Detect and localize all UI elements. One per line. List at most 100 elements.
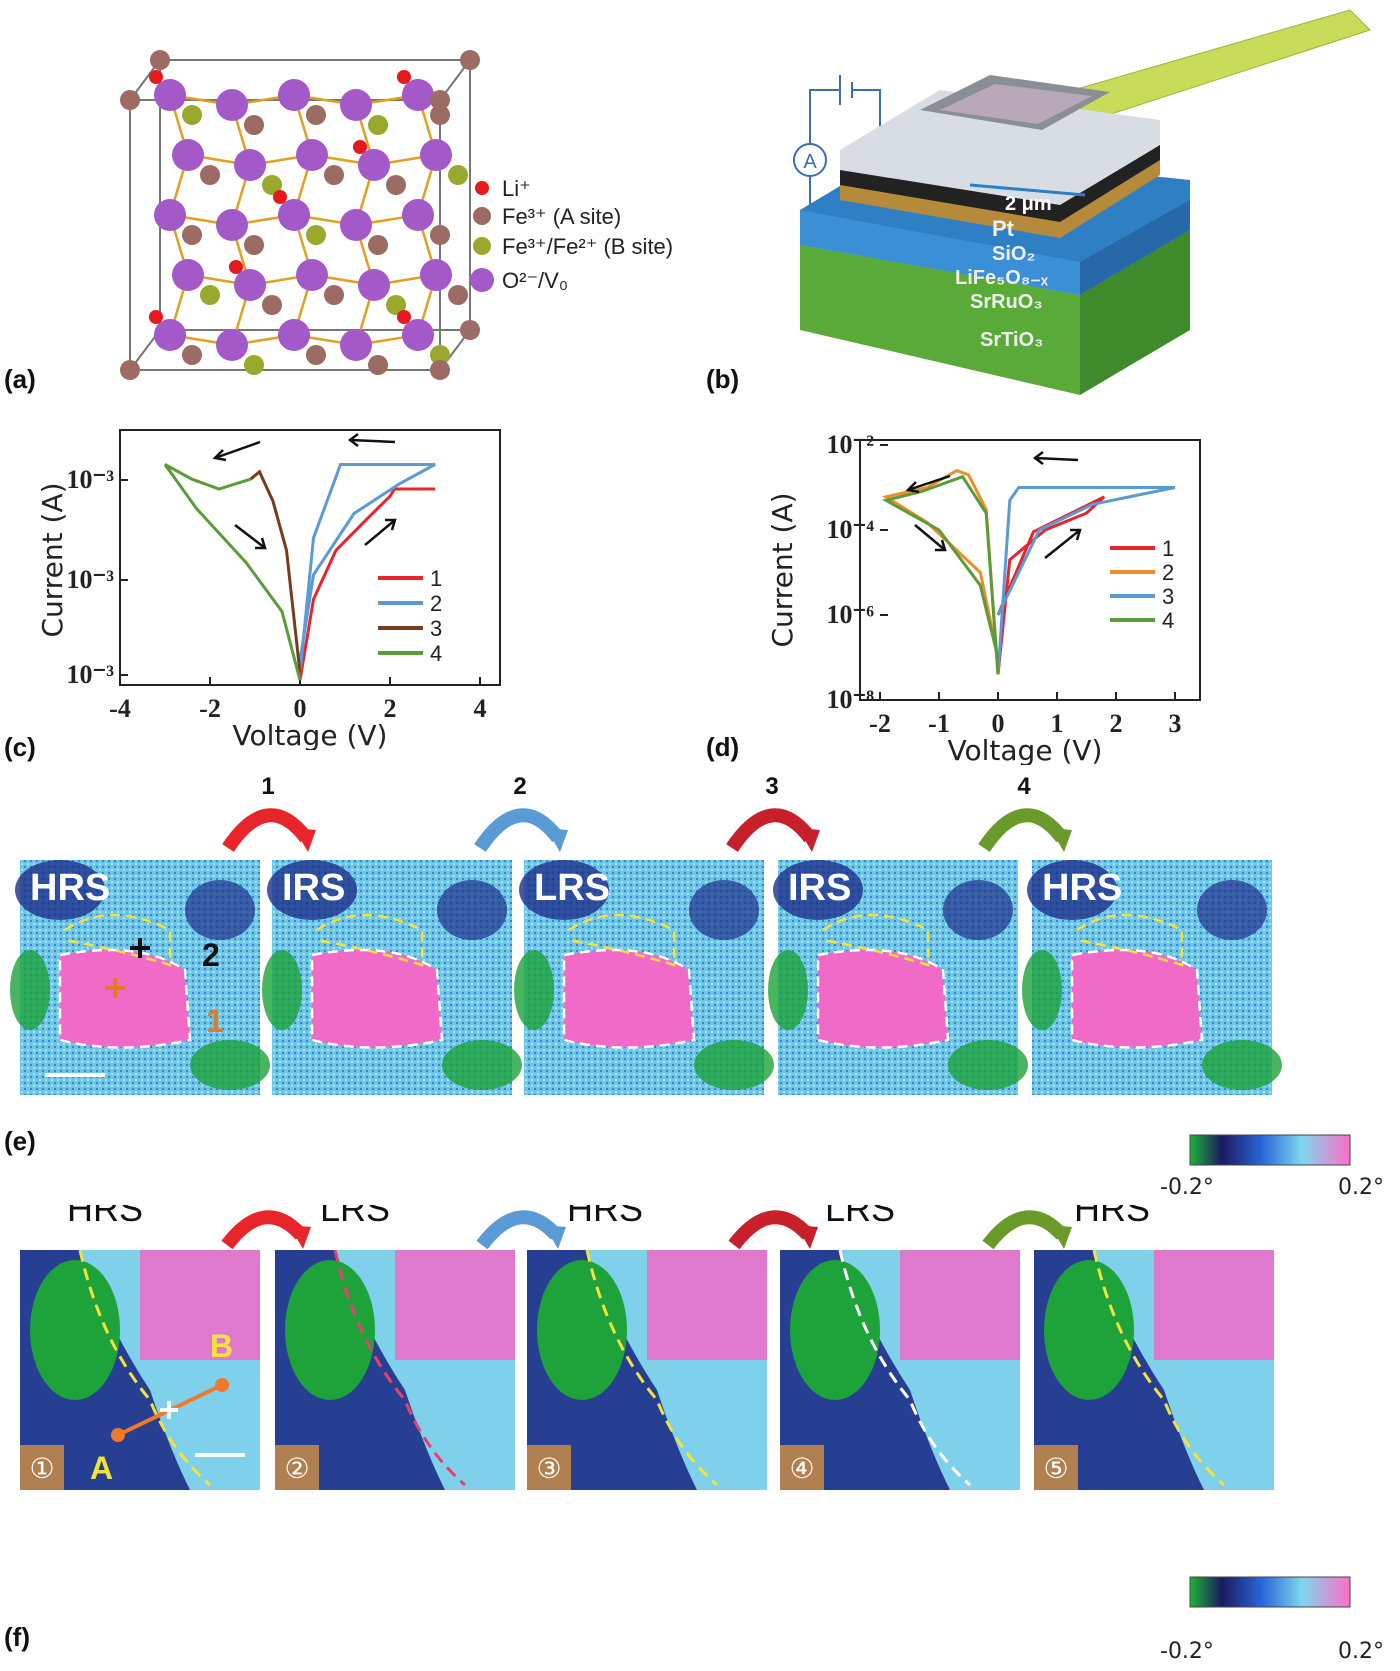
scale-arrow — [969, 183, 1086, 197]
y-tick-label: 10⁻⁴ — [826, 515, 874, 544]
layer-pt: Pt — [992, 216, 1015, 241]
f-map-2: ② — [275, 1249, 515, 1490]
iron-atom — [306, 105, 326, 125]
legend-li-dot — [475, 181, 489, 195]
x-tick-label: 2 — [384, 694, 397, 723]
iron-atom — [200, 165, 220, 185]
legend-label-1: 1 — [1162, 536, 1174, 561]
d-xlabel: Voltage (V) — [948, 734, 1103, 765]
x-tick-label: -1 — [928, 709, 950, 738]
f-step-arrow-1: 1 — [221, 1205, 311, 1250]
scale-label: 2 μm — [1005, 193, 1052, 215]
y-tick-label: 10⁻² — [826, 430, 874, 459]
atoms — [120, 50, 480, 380]
e-state-label: IRS — [282, 867, 345, 909]
f-state-label: HRS — [1074, 1205, 1150, 1229]
e-step-arrow-1: 1 — [222, 773, 316, 852]
oxygen-atom — [402, 199, 434, 231]
y-tick-label: 10⁻³ — [66, 565, 114, 594]
e-marker-1: 1 — [206, 1003, 224, 1039]
iron-atom — [262, 295, 282, 315]
lithium-atom — [149, 70, 163, 84]
layer-stack — [800, 75, 1190, 395]
iron-atom — [244, 115, 264, 135]
f-index-box — [275, 1445, 319, 1490]
oxygen-atom — [420, 139, 452, 171]
series-line-2 — [298, 463, 436, 673]
f-profile-line: AB — [90, 1328, 245, 1486]
plot-frame — [859, 439, 1201, 701]
e-map-3: LRS — [514, 860, 774, 1095]
legend-fe-a-dot — [473, 207, 491, 225]
series-line-3 — [996, 486, 1176, 675]
x-tick-label: 4 — [474, 694, 487, 723]
oxygen-atom — [420, 259, 452, 291]
oxygen-atom — [234, 269, 266, 301]
legend-fe-b: Fe³⁺/Fe²⁺ (B site) — [502, 234, 673, 259]
f-map-3: ③ — [527, 1249, 767, 1490]
y-tick-label: 10⁻⁸ — [826, 685, 874, 714]
f-state-label: LRS — [320, 1205, 390, 1229]
oxygen-atom — [340, 209, 372, 241]
oxygen-atom — [154, 79, 186, 111]
legend-label-3: 3 — [1162, 584, 1174, 609]
f-step-arrow-4: 4 — [982, 1205, 1072, 1250]
colorbar-f-min: -0.2° — [1160, 1639, 1214, 1664]
oxygen-atom — [154, 199, 186, 231]
iron-atom — [430, 105, 450, 125]
svg-text:4: 4 — [1017, 773, 1031, 800]
e-step-arrow-2: 2 — [474, 773, 568, 852]
corner-atom — [150, 50, 170, 70]
direction-arrows — [905, 451, 1082, 559]
e-state-label: HRS — [1042, 867, 1122, 909]
layer-srtio3: SrTiO₃ — [980, 329, 1043, 351]
series-line-2 — [882, 468, 1000, 675]
legend-label-2: 2 — [1162, 560, 1174, 585]
lithium-atom — [229, 260, 243, 274]
oxygen-atom — [358, 269, 390, 301]
x-tick-label: -4 — [109, 694, 131, 723]
oxygen-atom — [154, 319, 186, 351]
crystal-structure-diagram — [120, 50, 480, 380]
f-map-5: ⑤ — [1034, 1249, 1274, 1490]
svg-text:4: 4 — [1019, 1205, 1033, 1209]
oxygen-atom — [402, 79, 434, 111]
f-index-label: ④ — [789, 1452, 814, 1485]
oxygen-atom — [278, 319, 310, 351]
e-marker-2: 2 — [202, 937, 220, 973]
e-map-2: IRS — [262, 860, 522, 1095]
legend-label-2: 2 — [430, 591, 442, 616]
f-map-1: ① — [20, 1249, 260, 1490]
iron-atom — [324, 165, 344, 185]
layer-srruo3: SrRuO₃ — [970, 291, 1043, 313]
iron-atom — [324, 285, 344, 305]
oxygen-atom — [172, 139, 204, 171]
svg-text:3: 3 — [765, 1205, 778, 1209]
iron-atom — [368, 115, 388, 135]
corner-atom — [120, 90, 140, 110]
oxygen-atom — [234, 149, 266, 181]
panel-label-d: (d) — [706, 732, 740, 762]
c-xlabel: Voltage (V) — [233, 719, 388, 750]
corner-atom — [430, 90, 450, 110]
iron-atom — [368, 235, 388, 255]
plot-frame — [119, 429, 501, 686]
corner-atom — [430, 360, 450, 380]
legend-label-3: 3 — [430, 616, 442, 641]
d-ylabel: Current (A) — [770, 492, 799, 647]
y-tick-label: 10⁻⁶ — [826, 600, 874, 629]
iron-atom — [182, 105, 202, 125]
series-line-3 — [249, 469, 302, 673]
f-index-box — [1034, 1445, 1078, 1490]
e-state-label: HRS — [30, 867, 110, 909]
f-state-label: LRS — [825, 1205, 895, 1229]
oxygen-atom — [278, 199, 310, 231]
series-line-4 — [881, 474, 1000, 675]
x-tick-label: -2 — [869, 709, 891, 738]
e-map-1: HRS — [10, 860, 270, 1095]
e-map-5: HRS — [1022, 860, 1282, 1095]
iron-atom — [306, 225, 326, 245]
x-tick-label: 2 — [1110, 709, 1123, 738]
